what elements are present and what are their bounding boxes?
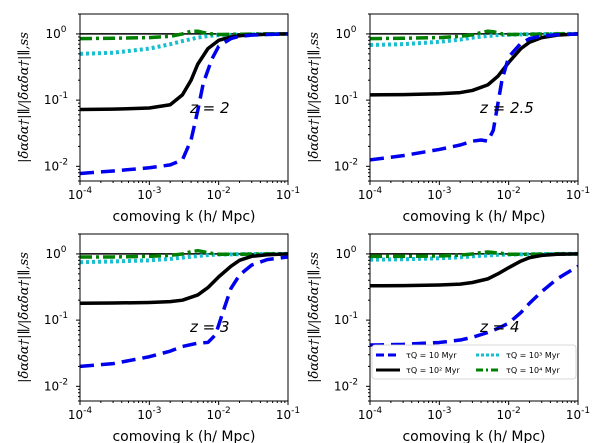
redshift-annotation: z = 4	[479, 318, 520, 336]
series-line-dashed	[370, 32, 578, 162]
legend-label: τQ = 10 Myr	[406, 351, 457, 360]
y-tick-label: 10-1	[334, 311, 358, 327]
x-axis-label: comoving k (h/ Mpc)	[112, 429, 255, 443]
x-tick-label: 10-2	[207, 406, 231, 422]
panel-top-right: 10-4 10-3 10-2 10-1 10-2 10-1 100 comoving k (h…	[307, 13, 590, 225]
x-tick-label: 10-4	[68, 186, 93, 202]
x-tick-label: 10-3	[427, 186, 451, 202]
series-line-dashed	[80, 32, 288, 176]
redshift-annotation: z = 2.5	[479, 99, 534, 117]
y-tick-label: 10-2	[334, 377, 358, 393]
y-tick-label: 100	[335, 245, 356, 261]
redshift-annotation: z = 2	[189, 99, 230, 117]
x-axis-label: comoving k (h/ Mpc)	[402, 209, 545, 225]
x-tick-label: 10-1	[276, 406, 300, 422]
x-tick-label: 10-1	[566, 406, 590, 422]
panel-bottom-left: 10-4 10-3 10-2 10-1 10-2 10-1 100 comoving k (h…	[17, 233, 300, 443]
x-tick-label: 10-1	[566, 186, 590, 202]
x-axis-label: comoving k (h/ Mpc)	[112, 209, 255, 225]
axis-frame	[79, 13, 289, 182]
x-tick-label: 10-3	[137, 186, 161, 202]
redshift-annotation: z = 3	[189, 318, 230, 336]
y-axis-label: |δ̃αδ̃α†|∥/|δ̃αδ̃α†|∥,ss	[307, 32, 322, 163]
x-tick-label: 10-1	[276, 186, 300, 202]
y-tick-label: 10-2	[44, 377, 68, 393]
series-line-solid	[80, 32, 288, 112]
x-tick-label: 10-2	[497, 406, 521, 422]
x-tick-label: 10-2	[207, 186, 231, 202]
series-line-dashdot	[80, 29, 288, 41]
y-tick-label: 10-2	[44, 157, 68, 173]
series-line-dashed	[80, 255, 288, 369]
axis-frame	[79, 233, 289, 402]
x-tick-label: 10-4	[358, 186, 383, 202]
y-tick-label: 10-1	[334, 91, 358, 107]
y-tick-label: 100	[335, 25, 356, 41]
y-axis-label: |δ̃αδ̃α†|∥/|δ̃αδ̃α†|∥,ss	[17, 32, 32, 163]
series-group	[370, 29, 578, 162]
series-line-dashdot	[370, 29, 578, 41]
series-group	[80, 29, 288, 176]
series-line-dashdot	[80, 248, 288, 259]
y-tick-label: 10-2	[334, 157, 358, 173]
x-tick-label: 10-4	[358, 406, 383, 422]
x-axis-label: comoving k (h/ Mpc)	[402, 429, 545, 443]
panel-top-left: 10-4 10-3 10-2 10-1 10-2 10-1 100 comoving k (h…	[17, 13, 300, 225]
y-tick-label: 100	[45, 25, 66, 41]
axis-frame	[369, 13, 579, 182]
x-tick-label: 10-3	[137, 406, 161, 422]
y-axis-label: |δ̃αδ̃α†|∥/|δ̃αδ̃α†|∥,ss	[307, 252, 322, 383]
x-tick-label: 10-2	[497, 186, 521, 202]
y-tick-label: 100	[45, 245, 66, 261]
x-tick-label: 10-4	[68, 406, 93, 422]
y-tick-label: 10-1	[44, 311, 68, 327]
legend-label: τQ = 10⁴ Myr	[506, 366, 560, 375]
legend-label: τQ = 10² Myr	[406, 366, 460, 375]
series-group	[80, 248, 288, 369]
series-line-dashdot	[370, 250, 578, 259]
legend-label: τQ = 10³ Myr	[506, 351, 560, 360]
y-axis-label: |δ̃αδ̃α†|∥/|δ̃αδ̃α†|∥,ss	[17, 252, 32, 383]
series-group	[370, 250, 578, 347]
x-tick-label: 10-3	[427, 406, 451, 422]
series-line-solid	[80, 252, 288, 305]
series-line-dashed	[370, 264, 578, 347]
series-line-solid	[370, 32, 578, 97]
legend-box	[371, 344, 577, 380]
legend: τQ = 10 Myr τQ = 10³ Myr τQ = 10² Myr τQ = …	[371, 344, 577, 380]
axis-frame	[369, 233, 579, 402]
y-tick-label: 10-1	[44, 91, 68, 107]
series-line-solid	[370, 252, 578, 288]
panel-bottom-right: 10-4 10-3 10-2 10-1 10-2 10-1 100 comoving k (h…	[307, 233, 590, 443]
